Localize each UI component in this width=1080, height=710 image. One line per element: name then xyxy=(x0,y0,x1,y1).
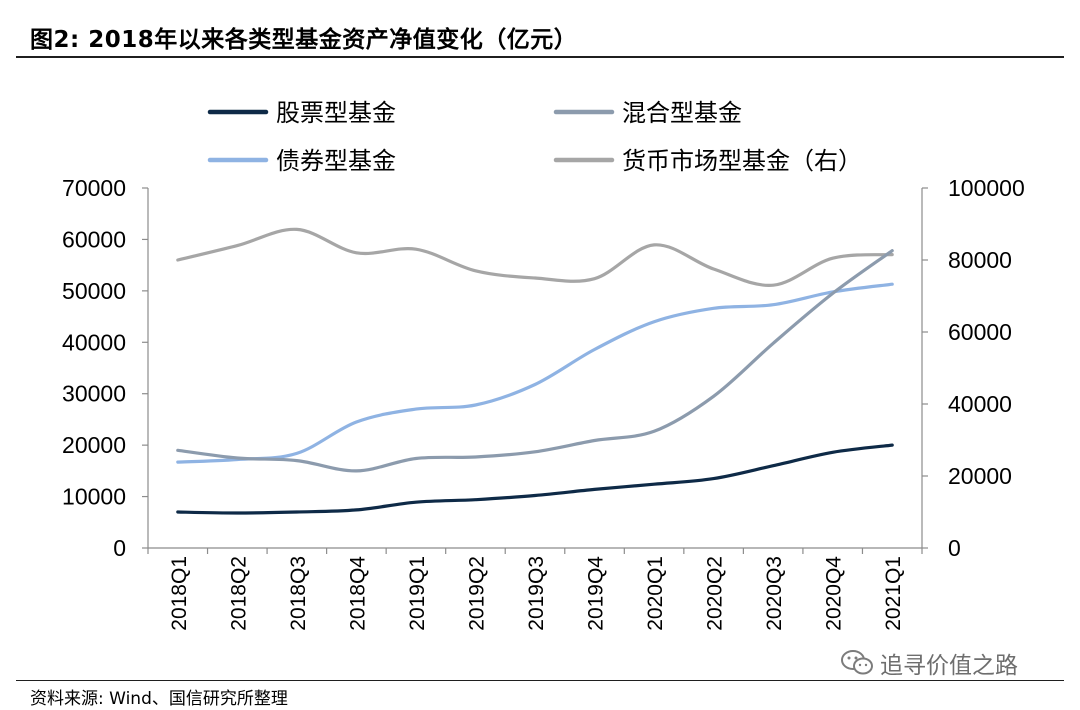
x-tick-label: 2019Q2 xyxy=(465,556,488,631)
y-left-tick-label: 20000 xyxy=(62,432,126,458)
y-left-tick-label: 0 xyxy=(113,535,126,561)
x-tick-label: 2018Q1 xyxy=(168,556,191,631)
x-tick-label: 2021Q1 xyxy=(882,556,905,631)
x-tick-label: 2020Q3 xyxy=(763,556,786,631)
x-tick-label: 2018Q2 xyxy=(227,556,250,631)
title-bar: 图2: 2018年以来各类型基金资产净值变化（亿元） xyxy=(16,8,1064,58)
source-divider xyxy=(16,680,1064,681)
series-line-1 xyxy=(176,443,894,515)
y-right-tick-label: 60000 xyxy=(948,319,1012,345)
wechat-icon xyxy=(841,650,873,675)
y-left-tick-label: 30000 xyxy=(62,381,126,407)
y-right-tick-label: 40000 xyxy=(948,391,1012,417)
y-right-tick-label: 20000 xyxy=(948,463,1012,489)
x-tick-label: 2020Q4 xyxy=(823,556,846,631)
x-tick-label: 2019Q4 xyxy=(585,556,608,631)
x-tick-label: 2019Q1 xyxy=(406,556,429,631)
y-left-tick-label: 70000 xyxy=(62,175,126,201)
y-right-tick-label: 0 xyxy=(948,535,961,561)
legend-label: 货币市场型基金（右） xyxy=(622,148,862,175)
series-line-2 xyxy=(176,249,894,473)
legend-label: 债券型基金 xyxy=(276,148,396,175)
y-right-tick-label: 80000 xyxy=(948,247,1012,273)
x-tick-label: 2020Q2 xyxy=(704,556,727,631)
legend-label: 股票型基金 xyxy=(276,100,396,127)
page-title: 图2: 2018年以来各类型基金资产净值变化（亿元） xyxy=(30,27,578,53)
x-tick-label: 2018Q4 xyxy=(346,556,369,631)
watermark-text: 追寻价值之路 xyxy=(880,653,1018,679)
y-left-tick-label: 10000 xyxy=(62,484,126,510)
series-line-3 xyxy=(176,282,894,464)
y-left-tick-label: 60000 xyxy=(62,226,126,252)
y-left-tick-label: 50000 xyxy=(62,278,126,304)
series-line-4 xyxy=(176,227,894,287)
legend-label: 混合型基金 xyxy=(622,100,742,127)
y-left-tick-label: 40000 xyxy=(62,329,126,355)
source-note: 资料来源: Wind、国信研究所整理 xyxy=(30,689,288,709)
y-right-tick-label: 100000 xyxy=(948,175,1025,201)
x-tick-label: 2018Q3 xyxy=(287,556,310,631)
watermark: 追寻价值之路 xyxy=(840,646,1018,680)
x-tick-label: 2019Q3 xyxy=(525,556,548,631)
plot-area xyxy=(176,227,894,515)
x-tick-label: 2020Q1 xyxy=(644,556,667,631)
axes: 0 10000 20000 30000 40000 50000 60000 70000 0 200… xyxy=(62,175,1025,631)
